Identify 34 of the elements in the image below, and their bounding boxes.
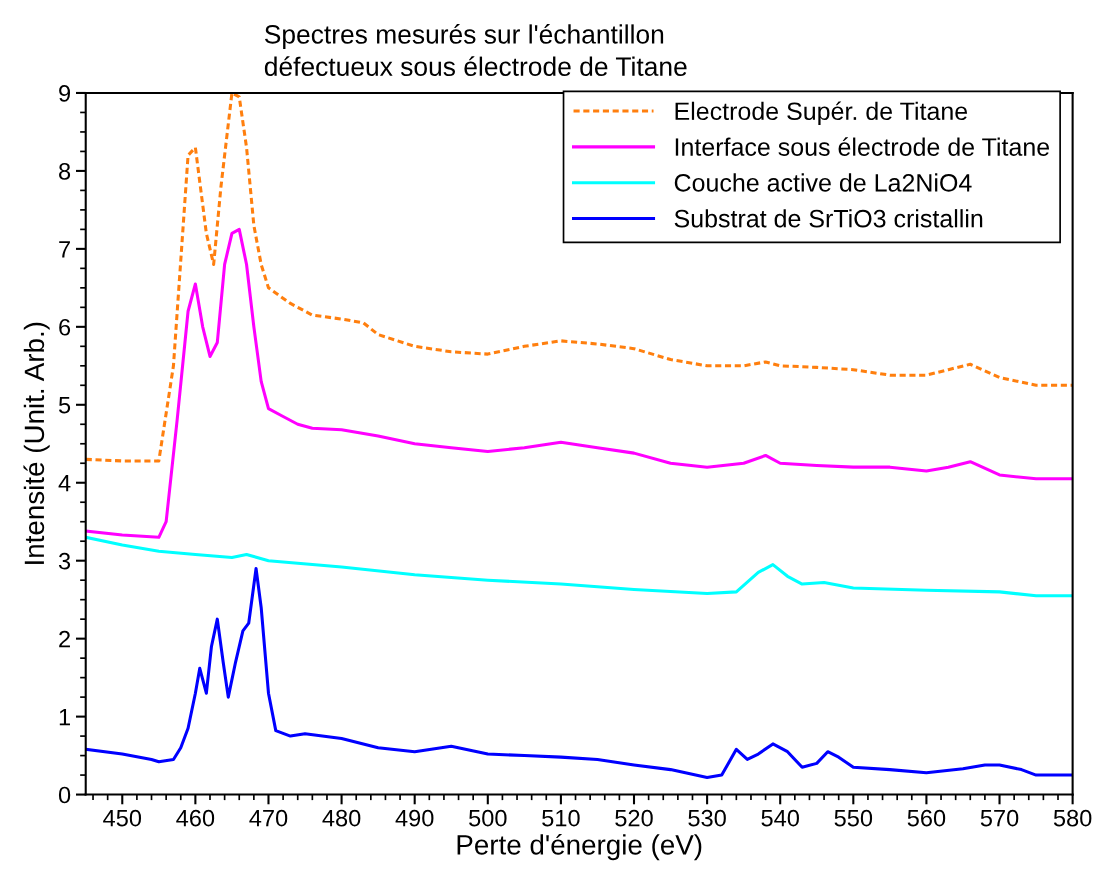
y-tick-label: 1 xyxy=(59,708,70,726)
x-tick-label: 580 xyxy=(1053,809,1092,827)
legend-label: Electrode Supér. de Titane xyxy=(675,101,968,126)
y-tick-label: 9 xyxy=(59,85,71,102)
x-tick-label: 500 xyxy=(469,809,507,827)
legend-label: Couche active de La2NiO4 xyxy=(674,173,972,192)
x-tick-label: 460 xyxy=(176,809,215,827)
y-tick-label: 0 xyxy=(58,786,71,804)
x-tick-label: 520 xyxy=(615,809,653,827)
x-tick-label: 450 xyxy=(103,809,142,827)
y-tick-label: 2 xyxy=(59,630,70,648)
y-tick-label: 4 xyxy=(58,475,71,492)
x-tick-label: 540 xyxy=(761,809,799,827)
x-tick-label: 570 xyxy=(980,809,1019,827)
x-tick-label: 510 xyxy=(542,809,580,827)
chart-title: Spectres mesurés sur l'échantillon défectueux sous électrode de Titane xyxy=(264,24,687,76)
line-series xyxy=(85,535,1073,598)
x-axis-title: Perte d'énergie (eV) xyxy=(457,833,702,861)
y-axis-title: Intensité (Unit. Arb.) xyxy=(23,322,50,564)
y-tick-label: 7 xyxy=(59,241,70,258)
x-tick-label: 560 xyxy=(907,809,946,827)
line-series xyxy=(85,227,1073,539)
x-tick-label: 490 xyxy=(395,809,434,827)
y-tick-label: 8 xyxy=(59,162,71,180)
x-tick-label: 480 xyxy=(322,809,361,827)
legend-label: Interface sous électrode de Titane xyxy=(675,137,1050,156)
line-series xyxy=(85,566,1073,779)
y-tick-label: 6 xyxy=(59,318,71,336)
x-tick-label: 550 xyxy=(834,809,873,827)
y-tick-label: 5 xyxy=(58,397,71,414)
x-tick-label: 530 xyxy=(688,809,726,827)
y-tick-label: 3 xyxy=(58,552,71,570)
legend-label: Substrat de SrTiO3 cristallin xyxy=(674,209,983,228)
x-tick-label: 470 xyxy=(249,809,288,827)
